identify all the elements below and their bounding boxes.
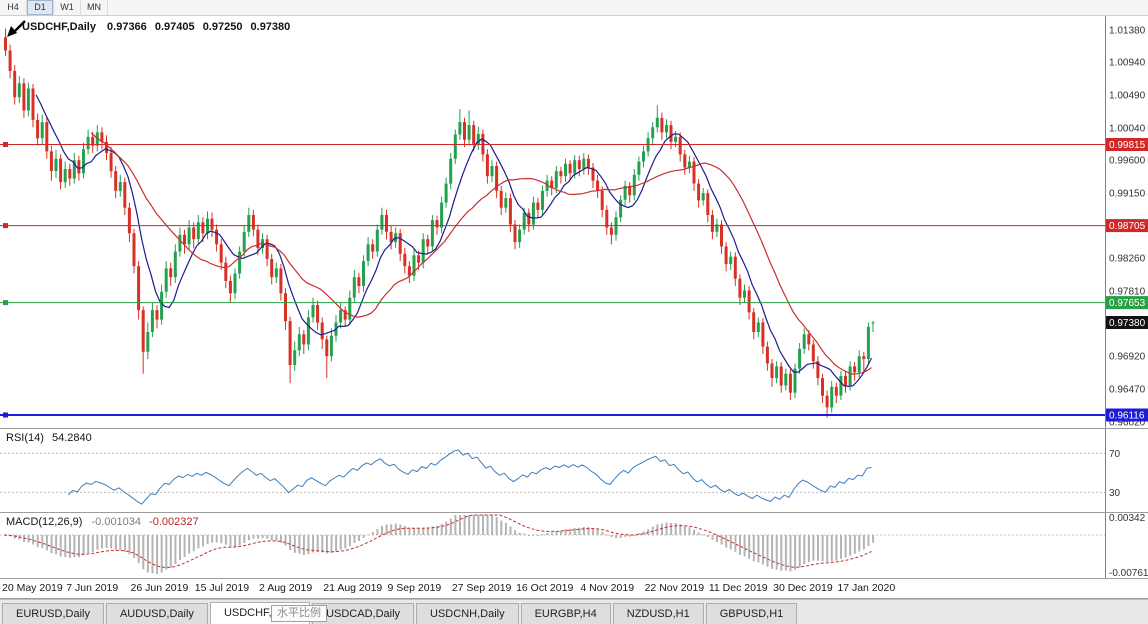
macd-main-value: -0.001034 [91,516,142,528]
price-tick: 0.97810 [1109,287,1146,298]
pane-separator[interactable] [0,428,1148,429]
ohlc-open: 0.97366 [107,21,147,33]
price-chart[interactable]: 1.01380 1.00940 1.00490 1.00040 0.99600 0.991… [0,15,1148,428]
date-label: 15 Jul 2019 [194,582,250,594]
date-label: 22 Nov 2019 [644,582,705,594]
svg-text:0.97380: 0.97380 [1109,318,1146,329]
date-label: 20 May 2019 [2,582,63,594]
rsi-name: RSI(14) [6,432,44,444]
chart-tab-eurgbp[interactable]: EURGBP,H4 [520,603,611,624]
price-tick: 0.96920 [1109,352,1146,363]
timeframe-button-w1[interactable]: W1 [54,0,81,15]
ohlc-high: 0.97405 [154,21,195,33]
macd-signal-value: -0.002327 [149,516,199,528]
date-label: 17 Jan 2020 [837,582,896,594]
chart-tab-gbpusd[interactable]: GBPUSD,H1 [705,603,798,624]
chart-tab-nzdusd[interactable]: NZDUSD,H1 [612,603,704,624]
macd-signal-line [3,514,872,568]
price-tick: 1.00490 [1109,91,1146,102]
chart-tab-bar: EURUSD,Daily AUDUSD,Daily USDCHF,Daily USDC… [0,599,1148,624]
rsi-panel[interactable]: 70 30 [0,429,1148,512]
rsi-level-tick: 30 [1109,488,1121,499]
hline-price-label [1106,408,1148,422]
line-handle[interactable] [3,142,8,147]
svg-text:0.97653: 0.97653 [1109,298,1146,309]
line-handle[interactable] [3,412,8,418]
chart-tab-eurusd[interactable]: EURUSD,Daily [2,603,104,624]
price-tick: 1.00040 [1109,124,1146,135]
date-label: 16 Oct 2019 [516,582,574,594]
hline-price-label [1106,219,1148,233]
price-tick: 0.98260 [1109,254,1146,265]
line-handle[interactable] [3,300,8,306]
rsi-line [67,449,872,505]
ma-slow-line[interactable] [90,132,872,375]
macd-axis-tick: 0.00342 [1109,513,1146,524]
date-label: 21 Aug 2019 [323,582,383,594]
symbol-period-label: USDCHF,Daily [22,21,96,33]
date-label: 26 Jun 2019 [130,582,189,594]
price-tick: 0.96470 [1109,385,1146,396]
price-tick: 1.00940 [1109,58,1146,69]
pane-separator [0,598,1148,599]
candles [4,28,875,418]
date-label: 30 Dec 2019 [773,582,833,594]
price-tick: 0.96020 [1109,418,1146,429]
date-label: 27 Sep 2019 [451,582,512,594]
time-axis[interactable]: 20 May 2019 7 Jun 2019 26 Jun 2019 15 Jul 2… [0,579,1148,598]
ohlc-close: 0.97380 [250,21,291,33]
arrow-drawing-icon[interactable] [7,20,26,37]
macd-name: MACD(12,26,9) [6,516,83,528]
rsi-value: 54.2840 [51,432,92,444]
svg-text:0.96116: 0.96116 [1109,411,1145,422]
rsi-level-tick: 70 [1109,449,1121,460]
current-price-label [1106,316,1148,329]
price-axis[interactable]: 1.01380 1.00940 1.00490 1.00040 0.99600 0.991… [1105,15,1148,429]
date-label: 7 Jun 2019 [66,582,119,594]
timeframe-button-h4[interactable]: H4 [0,0,27,15]
hline-price-label [1106,138,1148,151]
date-label: 2 Aug 2019 [259,582,313,594]
rsi-indicator-label: RSI(14) 54.2840 [6,432,92,444]
date-label: 11 Dec 2019 [708,582,768,594]
macd-histogram [4,515,875,574]
price-tick: 0.99150 [1109,189,1146,200]
timeframe-toolbar: H4 D1 W1 MN [0,0,1148,16]
pane-separator [0,578,1148,579]
chart-tab-audusd[interactable]: AUDUSD,Daily [105,603,208,624]
svg-text:0.98705: 0.98705 [1109,221,1146,232]
pane-separator[interactable] [0,512,1148,513]
tooltip: 水平比例 [271,605,327,622]
price-tick: 0.99600 [1109,156,1146,167]
macd-axis-tick: -0.00761 [1109,568,1148,578]
line-handle[interactable] [3,223,8,229]
macd-panel[interactable]: 0.00342 -0.00761 [0,513,1148,578]
ohlc-low: 0.97250 [202,21,243,33]
date-label: 9 Sep 2019 [387,582,442,594]
chart-title-ohlc: USDCHF,Daily 0.97366 0.97405 0.97250 0.9… [22,21,295,33]
timeframe-button-mn[interactable]: MN [81,0,108,15]
svg-text:0.99815: 0.99815 [1109,140,1146,151]
hline-price-label [1106,296,1148,310]
chart-tab-usdcad[interactable]: USDCAD,Daily [312,603,415,624]
price-tick: 1.01380 [1109,26,1146,37]
macd-indicator-label: MACD(12,26,9) -0.001034 -0.002327 [6,516,199,528]
ma-fast-line[interactable] [35,94,873,388]
date-label: 4 Nov 2019 [580,582,635,594]
timeframe-button-d1[interactable]: D1 [27,0,54,15]
chart-tab-usdcnh[interactable]: USDCNH,Daily [416,603,519,624]
